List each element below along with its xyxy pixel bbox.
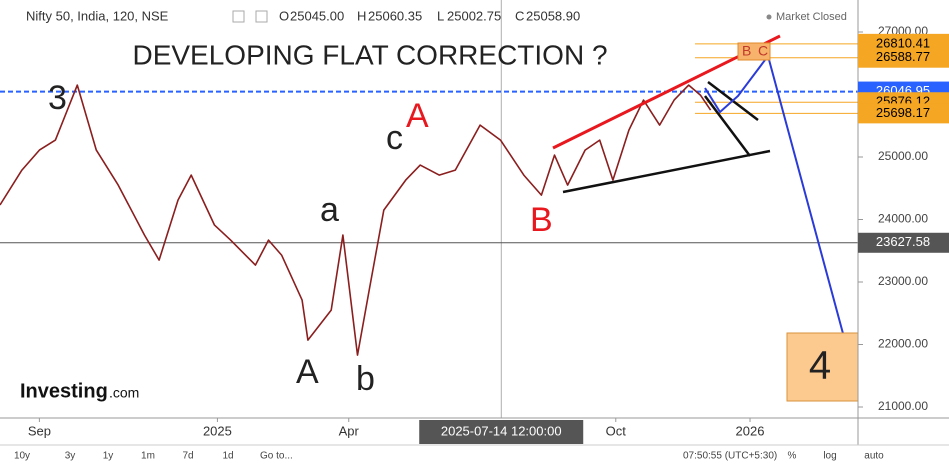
icon[interactable] [232,10,245,23]
percent-toggle[interactable]: % [788,451,797,462]
ohlc-label: H [357,8,366,23]
price-label: 26810.41 [876,35,930,50]
wave-label: c [386,119,403,157]
price-label-bg [858,103,949,124]
wave-label: C [758,43,768,59]
price-line [0,84,712,356]
price-label: 23627.58 [876,234,930,249]
y-tick-label: 24000.00 [878,212,928,226]
price-label: 25698.17 [876,105,930,120]
icon[interactable] [255,10,268,23]
y-tick-label: 23000.00 [878,274,928,288]
price-label-bg [858,47,949,68]
watermark: .com [109,385,139,401]
auto-toggle[interactable]: auto [864,451,884,462]
range-button[interactable]: 1y [103,451,114,462]
goto-button[interactable]: Go to... [260,451,293,462]
trend-line [562,149,771,194]
wave-label: 3 [48,79,67,117]
status: Market Closed [776,11,847,23]
status-dot [766,14,772,20]
target-box [786,332,859,402]
range-button[interactable]: 3y [65,451,76,462]
ohlc-label: L [437,8,444,23]
trend-line [704,95,751,157]
wave-label: B [530,201,553,239]
x-tick-label: 2026 [736,423,765,438]
ohlc-value: 25060.35 [368,8,422,23]
range-button[interactable]: 7d [182,451,193,462]
y-tick-label: 21000.00 [878,399,928,413]
toolbar: 10y 3y 1y 1m 7d 1d Go to... 07:50:55 (UTC+5:30)… [14,451,884,462]
y-tick-label: 25000.00 [878,149,928,163]
wave-label: B [742,43,751,59]
plot-area [0,0,858,418]
watermark: Investing [20,380,108,402]
wave-label: a [320,191,339,229]
wave-label: b [356,360,375,398]
crosshair-label-bg [419,420,584,444]
clock: 07:50:55 (UTC+5:30) [683,451,777,462]
projection-line [704,53,849,353]
range-button[interactable]: 1m [141,451,155,462]
ohlc-value: 25058.90 [526,8,580,23]
range-button[interactable]: 10y [14,451,30,462]
ohlc-label: C [515,8,524,23]
price-label: 26588.77 [876,49,930,64]
x-tick-label: 2025 [203,423,232,438]
target-box [737,42,771,61]
wave-label: 4 [809,344,831,388]
x-tick-label: Apr [339,423,360,438]
symbol: Nifty 50, India, 120, NSE [26,8,169,23]
ohlc-value: 25045.00 [290,8,344,23]
x-tick-label: Sep [28,423,51,438]
x-tick-label: Oct [606,423,627,438]
range-button[interactable]: 1d [222,451,233,462]
chart-title: DEVELOPING FLAT CORRECTION ? [132,39,607,70]
crosshair-label: 2025-07-14 12:00:00 [441,423,562,438]
ohlc-label: O [279,8,289,23]
ohlc-value: 25002.75 [447,8,501,23]
y-tick-label: 22000.00 [878,337,928,351]
wave-label: A [296,353,319,391]
price-label-bg [858,232,949,253]
wave-label: A [406,97,429,135]
log-toggle[interactable]: log [823,451,836,462]
